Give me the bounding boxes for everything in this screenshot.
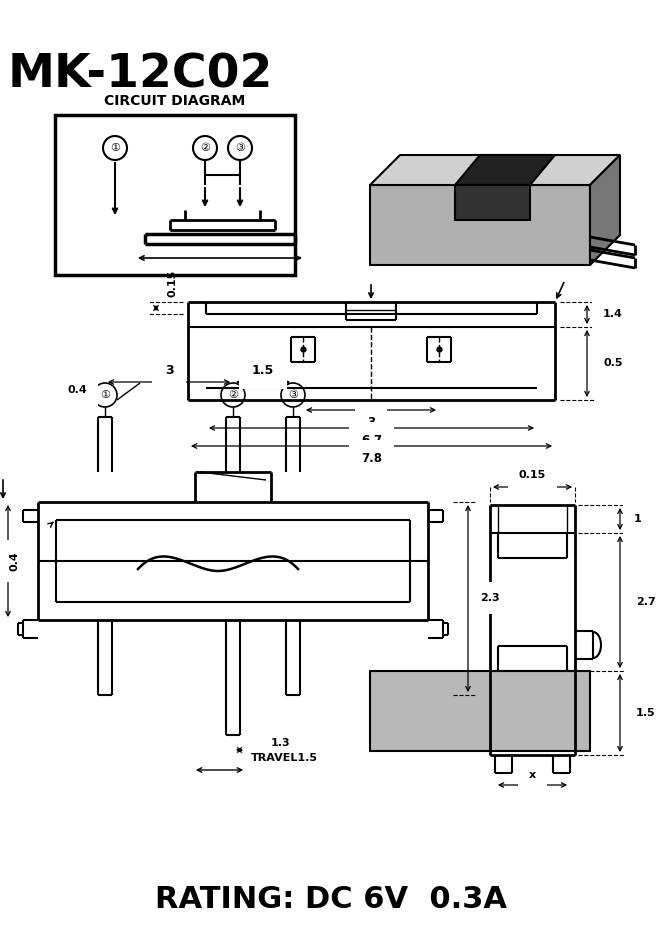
Text: 3: 3 [165,363,173,376]
Polygon shape [455,155,555,185]
Text: 3: 3 [367,416,375,429]
Text: CIRCUIT DIAGRAM: CIRCUIT DIAGRAM [105,94,246,108]
Text: 0.4: 0.4 [67,385,87,395]
Text: 0.15: 0.15 [519,470,546,480]
Text: ①: ① [110,143,120,153]
Text: 6.7: 6.7 [361,433,382,446]
Text: 2.7: 2.7 [636,597,656,607]
Text: 1: 1 [634,514,641,524]
Text: 1.3: 1.3 [271,738,291,748]
Text: ③: ③ [235,143,245,153]
Text: ③: ③ [288,390,298,400]
Polygon shape [455,185,530,220]
Polygon shape [370,185,590,265]
Polygon shape [370,155,620,185]
Text: 2.3: 2.3 [480,593,500,603]
Text: 0.4: 0.4 [10,551,20,571]
Text: ②: ② [228,390,238,400]
Text: 1.5: 1.5 [252,363,274,376]
Text: 0.5: 0.5 [603,358,622,368]
Text: ①: ① [100,390,110,400]
Text: ②: ② [200,143,210,153]
Text: 7.8: 7.8 [361,451,382,464]
Text: 1.4: 1.4 [603,309,623,319]
Text: RATING: DC 6V  0.3A: RATING: DC 6V 0.3A [155,885,507,914]
Text: 0.15: 0.15 [168,270,178,297]
Text: x: x [529,770,536,780]
Bar [55,115,295,275]
Text: 1.5: 1.5 [636,708,655,718]
Polygon shape [590,155,620,265]
Text: TRAVEL1.5: TRAVEL1.5 [251,753,318,763]
Text: MK-12C02: MK-12C02 [8,52,273,97]
Polygon shape [370,671,590,751]
